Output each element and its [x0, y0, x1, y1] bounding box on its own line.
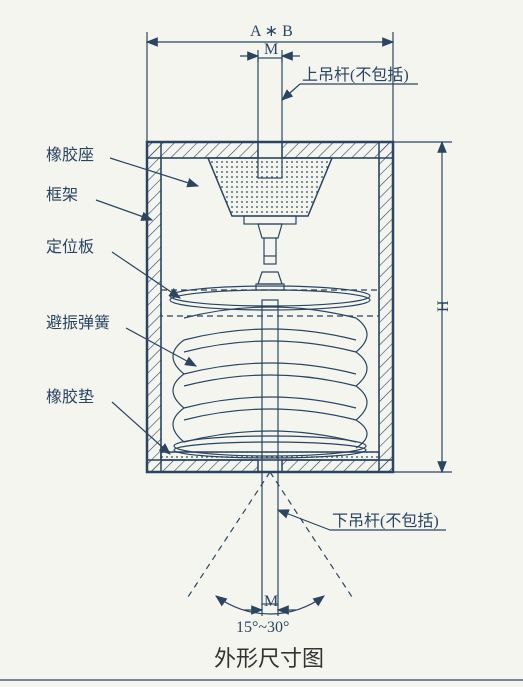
- caption: 外形尺寸图: [214, 646, 324, 671]
- top-nut: [256, 272, 284, 290]
- spring: [173, 307, 367, 458]
- rubber-seat: [208, 158, 332, 264]
- label-frame: 框架: [46, 186, 78, 204]
- label-spring: 避振弹簧: [46, 313, 110, 332]
- dim-height: H: [393, 142, 452, 472]
- angle-cone: 15°~30°: [186, 472, 354, 636]
- dim-width-text: A ∗ B: [250, 23, 293, 40]
- label-upper-rod: 上吊杆(不包括): [302, 66, 409, 84]
- locating-plate: [161, 286, 379, 316]
- dim-angle-text: 15°~30°: [236, 619, 289, 636]
- dim-m-bottom-text: M: [264, 593, 278, 610]
- dimension-drawing: A ∗ B M: [0, 0, 523, 687]
- dim-m-top: M: [240, 41, 300, 62]
- label-rubber-pad: 橡胶垫: [46, 388, 94, 406]
- annotations-left: 橡胶座 框架 定位板 避振弹簧 橡胶垫: [46, 146, 198, 454]
- label-lower-rod: 下吊杆(不包括): [332, 512, 439, 530]
- rubber-pad: [161, 452, 379, 460]
- dim-height-text: H: [435, 300, 452, 312]
- label-locating-plate: 定位板: [46, 238, 94, 256]
- dim-m-top-text: M: [264, 41, 278, 58]
- label-rubber-seat: 橡胶座: [46, 146, 94, 164]
